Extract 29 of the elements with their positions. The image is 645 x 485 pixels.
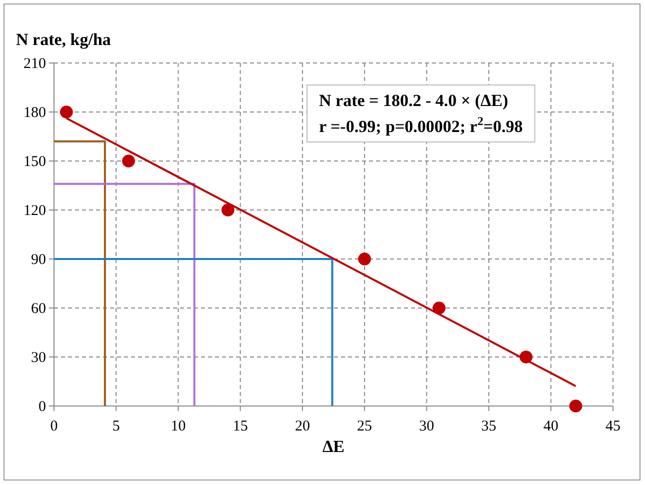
x-tick-label: 10	[170, 418, 186, 434]
point	[569, 400, 582, 412]
point	[221, 204, 234, 216]
y-tick-label: 210	[24, 56, 46, 72]
x-tick-label: 0	[50, 418, 58, 434]
x-tick-label: 40	[543, 418, 558, 434]
x-tick-label: 15	[232, 418, 248, 434]
x-axis-title: ΔE	[322, 437, 344, 456]
point	[520, 350, 532, 364]
annotation: r =-0.99; p=0.00002; r$^{2}$=0.98	[319, 114, 523, 136]
y-tick-label: 0	[38, 398, 46, 415]
y-tick-label: 180	[24, 104, 46, 121]
y-tick-label: 60	[31, 300, 46, 317]
y-tick-label: 150	[24, 154, 46, 170]
x-tick-label: 30	[419, 418, 434, 434]
x-tick-label: 5	[112, 418, 120, 434]
x-tick-label: 45	[606, 418, 620, 434]
point	[122, 154, 135, 168]
annotation: N rate = 180.2 - 4.0 × (ΔE)	[319, 91, 508, 110]
point	[60, 106, 73, 118]
y-tick-label: 120	[24, 202, 46, 219]
y-tick-label: 90	[31, 252, 46, 268]
x-tick-label: 20	[294, 418, 310, 434]
point	[432, 302, 446, 314]
y-tick-label: 30	[31, 350, 46, 366]
x-tick-label: 25	[357, 418, 372, 434]
point	[358, 252, 371, 266]
chart-title: N rate, kg/ha	[16, 30, 112, 49]
x-tick-label: 35	[481, 418, 496, 434]
